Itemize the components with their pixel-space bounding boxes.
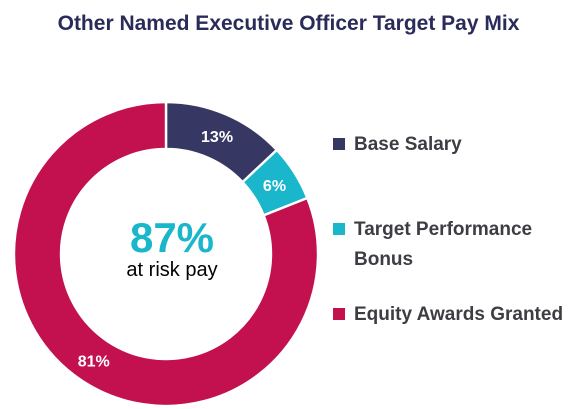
center-value: 87%	[130, 214, 214, 261]
legend-item-equity-awards-granted: Equity Awards Granted	[333, 300, 577, 330]
legend-swatch	[333, 308, 345, 320]
chart-title: Other Named Executive Officer Target Pay…	[57, 12, 520, 35]
slice-equity-awards-granted	[12, 100, 320, 408]
legend-label: Target Performance Bonus	[354, 219, 533, 270]
center-label: at risk pay	[126, 259, 217, 281]
legend-item-base-salary: Base Salary	[333, 130, 577, 160]
legend-item-target-performance-bonus: Target Performance Bonus	[333, 215, 563, 275]
legend-label: Equity Awards Granted	[354, 304, 564, 325]
slice-label: 81%	[78, 353, 110, 370]
legend-swatch	[333, 223, 345, 235]
slice-label: 6%	[263, 178, 286, 195]
legend-label: Base Salary	[354, 134, 462, 155]
legend-swatch	[333, 138, 345, 150]
slice-label: 13%	[201, 129, 233, 146]
